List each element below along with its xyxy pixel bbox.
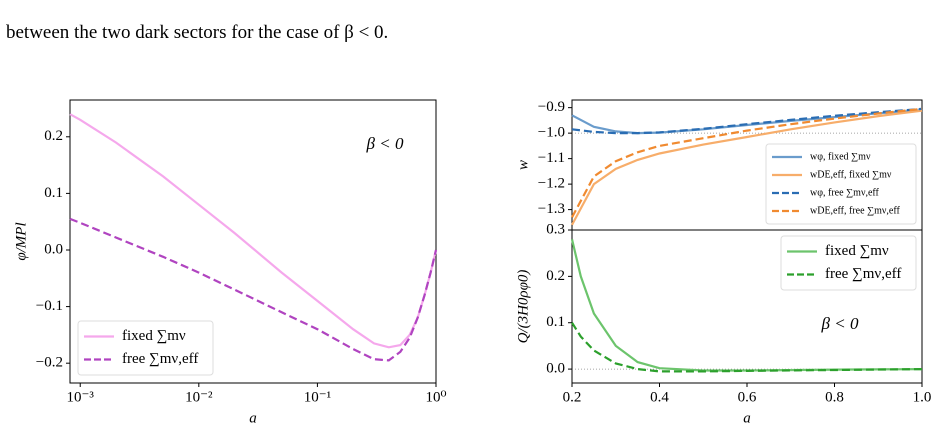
legend-box (780, 235, 917, 291)
y-tick-label: 0.2 (44, 128, 63, 144)
y-tick-label: −1.3 (538, 201, 565, 217)
legend: wφ, fixed ∑mν wDE,eff, fixed ∑mν wφ, free … (765, 143, 917, 225)
y-tick-label: −0.2 (36, 355, 63, 371)
y-tick-label: 0.1 (546, 314, 565, 330)
x-tick-label: 1.0 (913, 389, 932, 405)
y-tick-label: −1.0 (538, 125, 565, 141)
legend-label: wφ, free ∑mν,eff (810, 187, 880, 198)
legend: fixed ∑mν free ∑mν,eff (77, 320, 214, 376)
y-tick-label: −0.9 (538, 99, 565, 115)
legend-label: wφ, fixed ∑mν (810, 151, 871, 162)
series-line (69, 217, 438, 362)
x-axis-label: a (249, 410, 257, 426)
legend-label: wDE,eff, fixed ∑mν (810, 169, 892, 180)
legend-label: fixed ∑mν (122, 328, 186, 344)
legend-box (765, 143, 917, 225)
y-tick-label: 0.2 (546, 268, 565, 284)
legend-label: free ∑mν,eff (825, 266, 901, 282)
series-line (571, 322, 923, 373)
series-line (571, 109, 923, 226)
legend-label: free ∑mν,eff (122, 351, 198, 367)
annotation: β < 0 (821, 314, 859, 333)
x-tick-label: 10⁻¹ (304, 389, 331, 405)
y-tick-label: −1.2 (538, 176, 565, 192)
x-tick-label: 0.8 (825, 389, 844, 405)
legend-box (77, 320, 214, 376)
y-tick-label: −0.1 (36, 298, 63, 314)
x-tick-label: 0.2 (563, 389, 582, 405)
annotation: β < 0 (366, 134, 404, 153)
y-tick-label: 0.0 (546, 361, 565, 377)
caption: between the two dark sectors for the cas… (6, 22, 389, 43)
x-tick-label: 0.4 (650, 389, 669, 405)
y-axis-label: φ/MPl (13, 222, 29, 260)
y-tick-label: 0.0 (44, 241, 63, 257)
series-line (571, 109, 923, 135)
legend-label: wDE,eff, free ∑mν,eff (810, 205, 901, 216)
legend: fixed ∑mν free ∑mν,eff (780, 235, 917, 291)
y-axis-label: Q/(3H0ρφ0) (515, 270, 531, 344)
y-tick-label: 0.1 (44, 185, 63, 201)
x-tick-label: 0.6 (738, 389, 757, 405)
y-tick-label: −1.1 (538, 150, 565, 166)
series-line (571, 107, 923, 218)
x-tick-label: 10⁻³ (67, 389, 95, 405)
x-tick-label: 10⁻² (185, 389, 213, 405)
y-axis-label: w (515, 160, 531, 170)
x-axis-label: a (743, 410, 751, 426)
y-tick-label: 0.3 (546, 221, 565, 237)
legend-label: fixed ∑mν (825, 243, 889, 259)
x-tick-label: 10⁰ (425, 389, 446, 405)
series-line (571, 107, 923, 135)
series-line (570, 239, 923, 372)
plot-frame (69, 99, 437, 384)
